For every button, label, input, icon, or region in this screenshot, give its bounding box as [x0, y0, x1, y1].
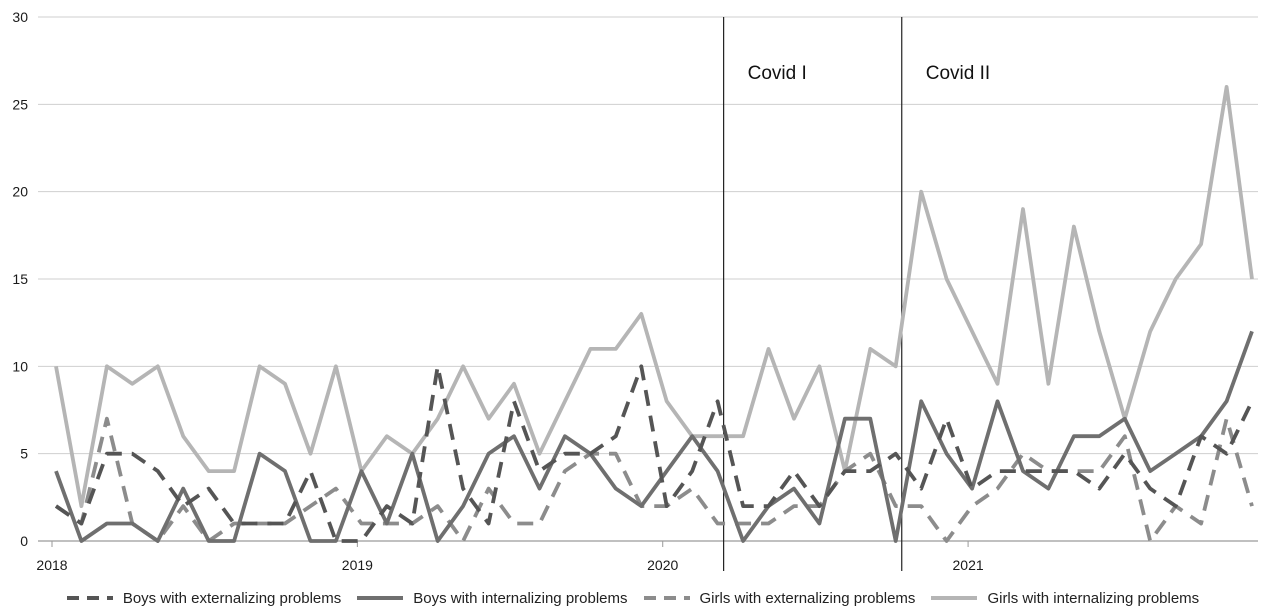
y-tick-label: 30 [12, 9, 28, 25]
y-tick-label: 25 [12, 96, 28, 112]
y-axis-ticks: 0 5 10 15 20 25 30 [12, 9, 28, 549]
y-tick-label: 0 [20, 533, 28, 549]
gridlines [38, 16, 1258, 542]
x-axis: 2018 2019 2020 2021 [36, 541, 984, 573]
x-tick-label: 2020 [647, 557, 678, 573]
legend-swatch [931, 596, 978, 600]
covid-marker-label: Covid II [926, 63, 990, 84]
series-line-1 [54, 330, 1254, 543]
y-tick-label: 5 [20, 446, 28, 462]
legend: Boys with externalizing problems Boys wit… [0, 586, 1264, 610]
legend-swatch [357, 596, 404, 600]
legend-swatch [643, 596, 690, 600]
x-tick-label: 2021 [953, 557, 984, 573]
y-tick-label: 10 [12, 358, 28, 374]
covid-marker-label: Covid I [748, 63, 807, 84]
series-line-0 [54, 364, 1254, 543]
legend-item: Boys with externalizing problems [65, 590, 341, 607]
legend-swatch [66, 596, 113, 600]
legend-item: Girls with internalizing problems [929, 590, 1199, 607]
legend-item: Boys with internalizing problems [355, 589, 628, 607]
x-tick-label: 2019 [342, 557, 373, 573]
covid-markers: Covid I Covid II [723, 17, 990, 571]
legend-label: Girls with externalizing problems [699, 589, 916, 607]
y-tick-label: 15 [12, 271, 28, 287]
legend-item: Girls with externalizing problems [642, 589, 916, 607]
series-lines [54, 85, 1254, 543]
legend-label: Boys with internalizing problems [413, 589, 628, 607]
y-tick-label: 20 [12, 184, 28, 200]
legend-label: Boys with externalizing problems [122, 589, 342, 607]
x-tick-label: 2018 [36, 557, 67, 573]
series-line-3 [54, 85, 1254, 509]
legend-label: Girls with internalizing problems [987, 589, 1200, 607]
